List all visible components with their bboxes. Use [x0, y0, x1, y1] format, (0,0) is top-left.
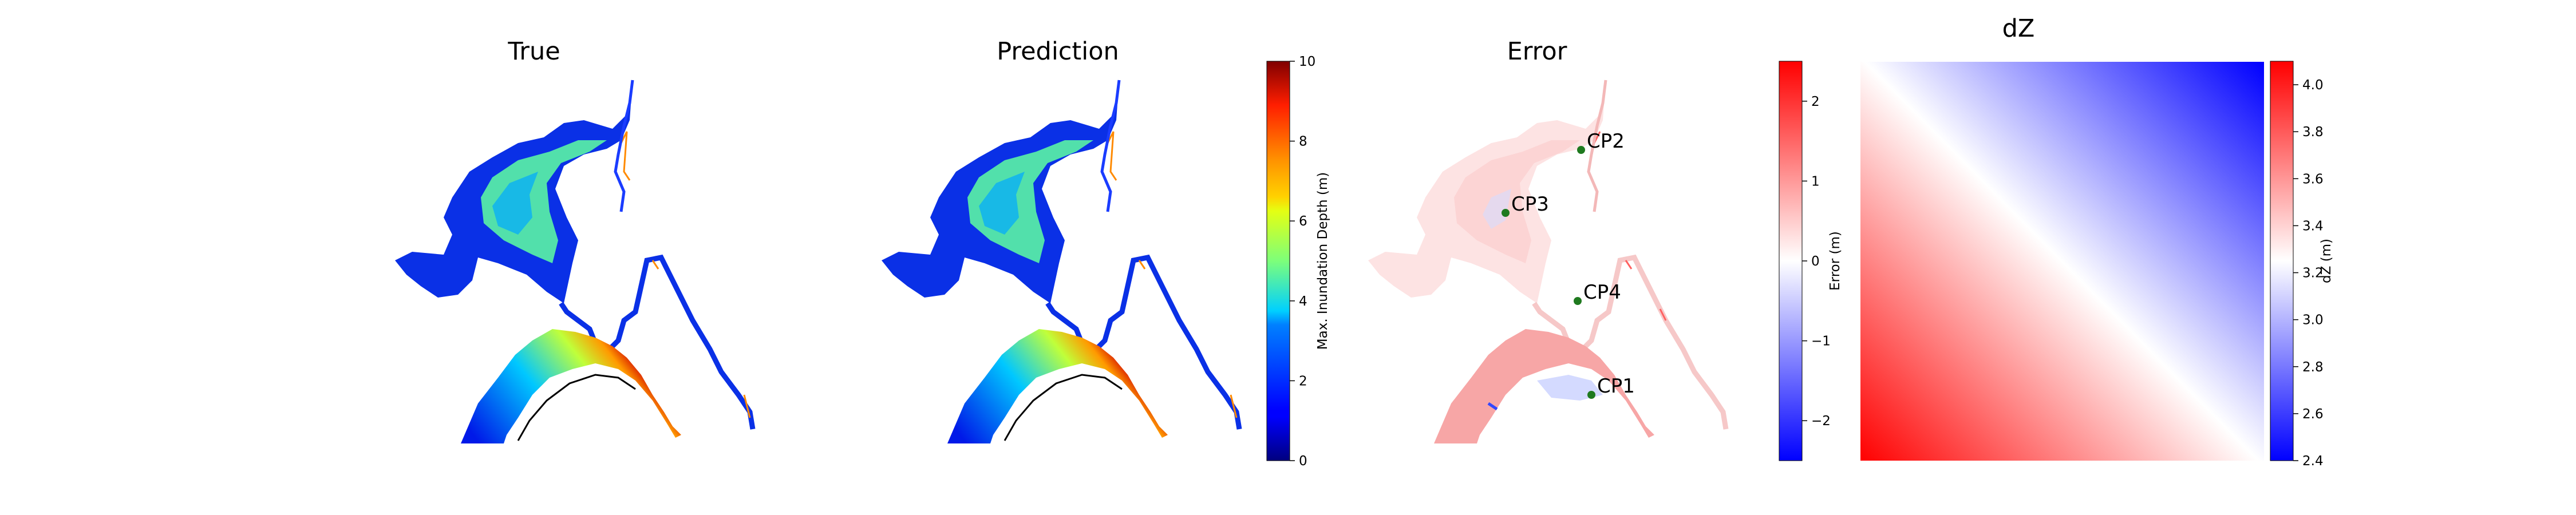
colorbar-depth-bar — [1266, 61, 1290, 461]
control-point-label: CP4 — [1583, 281, 1621, 304]
north-basin-mid-true — [492, 172, 538, 235]
panel-title-error: Error — [1507, 37, 1567, 66]
north-basin-shallow-true — [481, 140, 607, 263]
colorbar-tick-label: 2.8 — [2302, 360, 2324, 375]
colorbar-depth-ticks: 0 2 4 6 8 10 — [1290, 54, 1315, 469]
colorbar-tick-label: 2.4 — [2302, 454, 2324, 469]
panel-title-prediction: Prediction — [997, 37, 1119, 66]
colorbar-tick-label: −2 — [1811, 414, 1831, 429]
inundation-map-true — [395, 80, 756, 443]
colorbar-error-bar — [1779, 61, 1803, 461]
colorbar-dz-label: dZ (m) — [2319, 239, 2334, 283]
colorbar-tick-label: 0 — [1811, 254, 1820, 269]
colorbar-depth-label: Max. Inundation Depth (m) — [1315, 172, 1330, 350]
south-basin-true — [461, 329, 681, 443]
control-point-marker — [1574, 297, 1582, 305]
control-point-marker — [1587, 391, 1595, 399]
colorbar-tick-label: 2 — [1811, 94, 1820, 109]
colorbar-tick-label: −1 — [1811, 334, 1831, 349]
dz-field — [1860, 62, 2264, 461]
colorbar-tick-label: 8 — [1299, 134, 1307, 149]
panel-error: Error CP1 CP2 CP3 CP4 −2 −1 0 1 2 Error (m) — [1368, 37, 1843, 461]
channel-true — [559, 254, 756, 430]
control-point-marker — [1502, 209, 1510, 217]
colorbar-tick-label: 2.6 — [2302, 407, 2324, 422]
inundation-map-prediction — [882, 80, 1242, 443]
error-map — [1368, 80, 1729, 443]
colorbar-tick-label: 3.0 — [2302, 313, 2324, 328]
colorbar-error-ticks: −2 −1 0 1 2 — [1802, 94, 1831, 429]
control-point-label: CP3 — [1511, 193, 1549, 216]
panel-title-true: True — [507, 37, 560, 66]
colorbar-depth: 0 2 4 6 8 10 Max. Inundation Depth (m) — [1266, 54, 1330, 469]
south-basin-shore-true — [517, 374, 636, 441]
colorbar-tick-label: 0 — [1299, 454, 1307, 469]
colorbar-tick-label: 3.8 — [2302, 125, 2324, 140]
colorbar-tick-label: 4 — [1299, 294, 1307, 309]
panel-true: True — [395, 37, 756, 443]
control-points: CP1 CP2 CP3 CP4 — [1502, 130, 1635, 399]
colorbar-tick-label: 3.6 — [2302, 172, 2324, 187]
control-point-label: CP1 — [1597, 375, 1635, 398]
panel-title-dz: dZ — [2002, 14, 2035, 43]
colorbar-tick-label: 4.0 — [2302, 78, 2324, 93]
river-north-true — [614, 80, 634, 212]
colorbar-tick-label: 1 — [1811, 174, 1820, 189]
colorbar-tick-label: 2 — [1299, 374, 1307, 389]
colorbar-tick-label: 3.2 — [2302, 266, 2324, 281]
panel-prediction: Prediction 0 2 4 6 8 10 Max. Inundation Depth… — [882, 37, 1330, 469]
colorbar-tick-label: 6 — [1299, 214, 1307, 229]
channel-edge-true — [620, 131, 751, 418]
colorbar-dz-ticks: 2.4 2.6 2.8 3.0 3.2 3.4 3.6 3.8 4.0 — [2293, 78, 2324, 469]
control-point-marker — [1577, 146, 1585, 154]
colorbar-tick-label: 3.4 — [2302, 219, 2324, 233]
colorbar-dz-bar — [2270, 61, 2294, 461]
colorbar-error: −2 −1 0 1 2 Error (m) — [1779, 61, 1843, 461]
colorbar-error-label: Error (m) — [1828, 231, 1843, 291]
control-point-label: CP2 — [1587, 130, 1625, 153]
colorbar-dz: 2.4 2.6 2.8 3.0 3.2 3.4 3.6 3.8 4.0 dZ (m) — [2270, 61, 2334, 469]
panel-dz: dZ 2.4 2.6 2.8 3.0 3.2 3.4 3.6 3.8 4.0 dZ (m) — [1860, 14, 2334, 469]
colorbar-tick-label: 10 — [1299, 54, 1315, 69]
